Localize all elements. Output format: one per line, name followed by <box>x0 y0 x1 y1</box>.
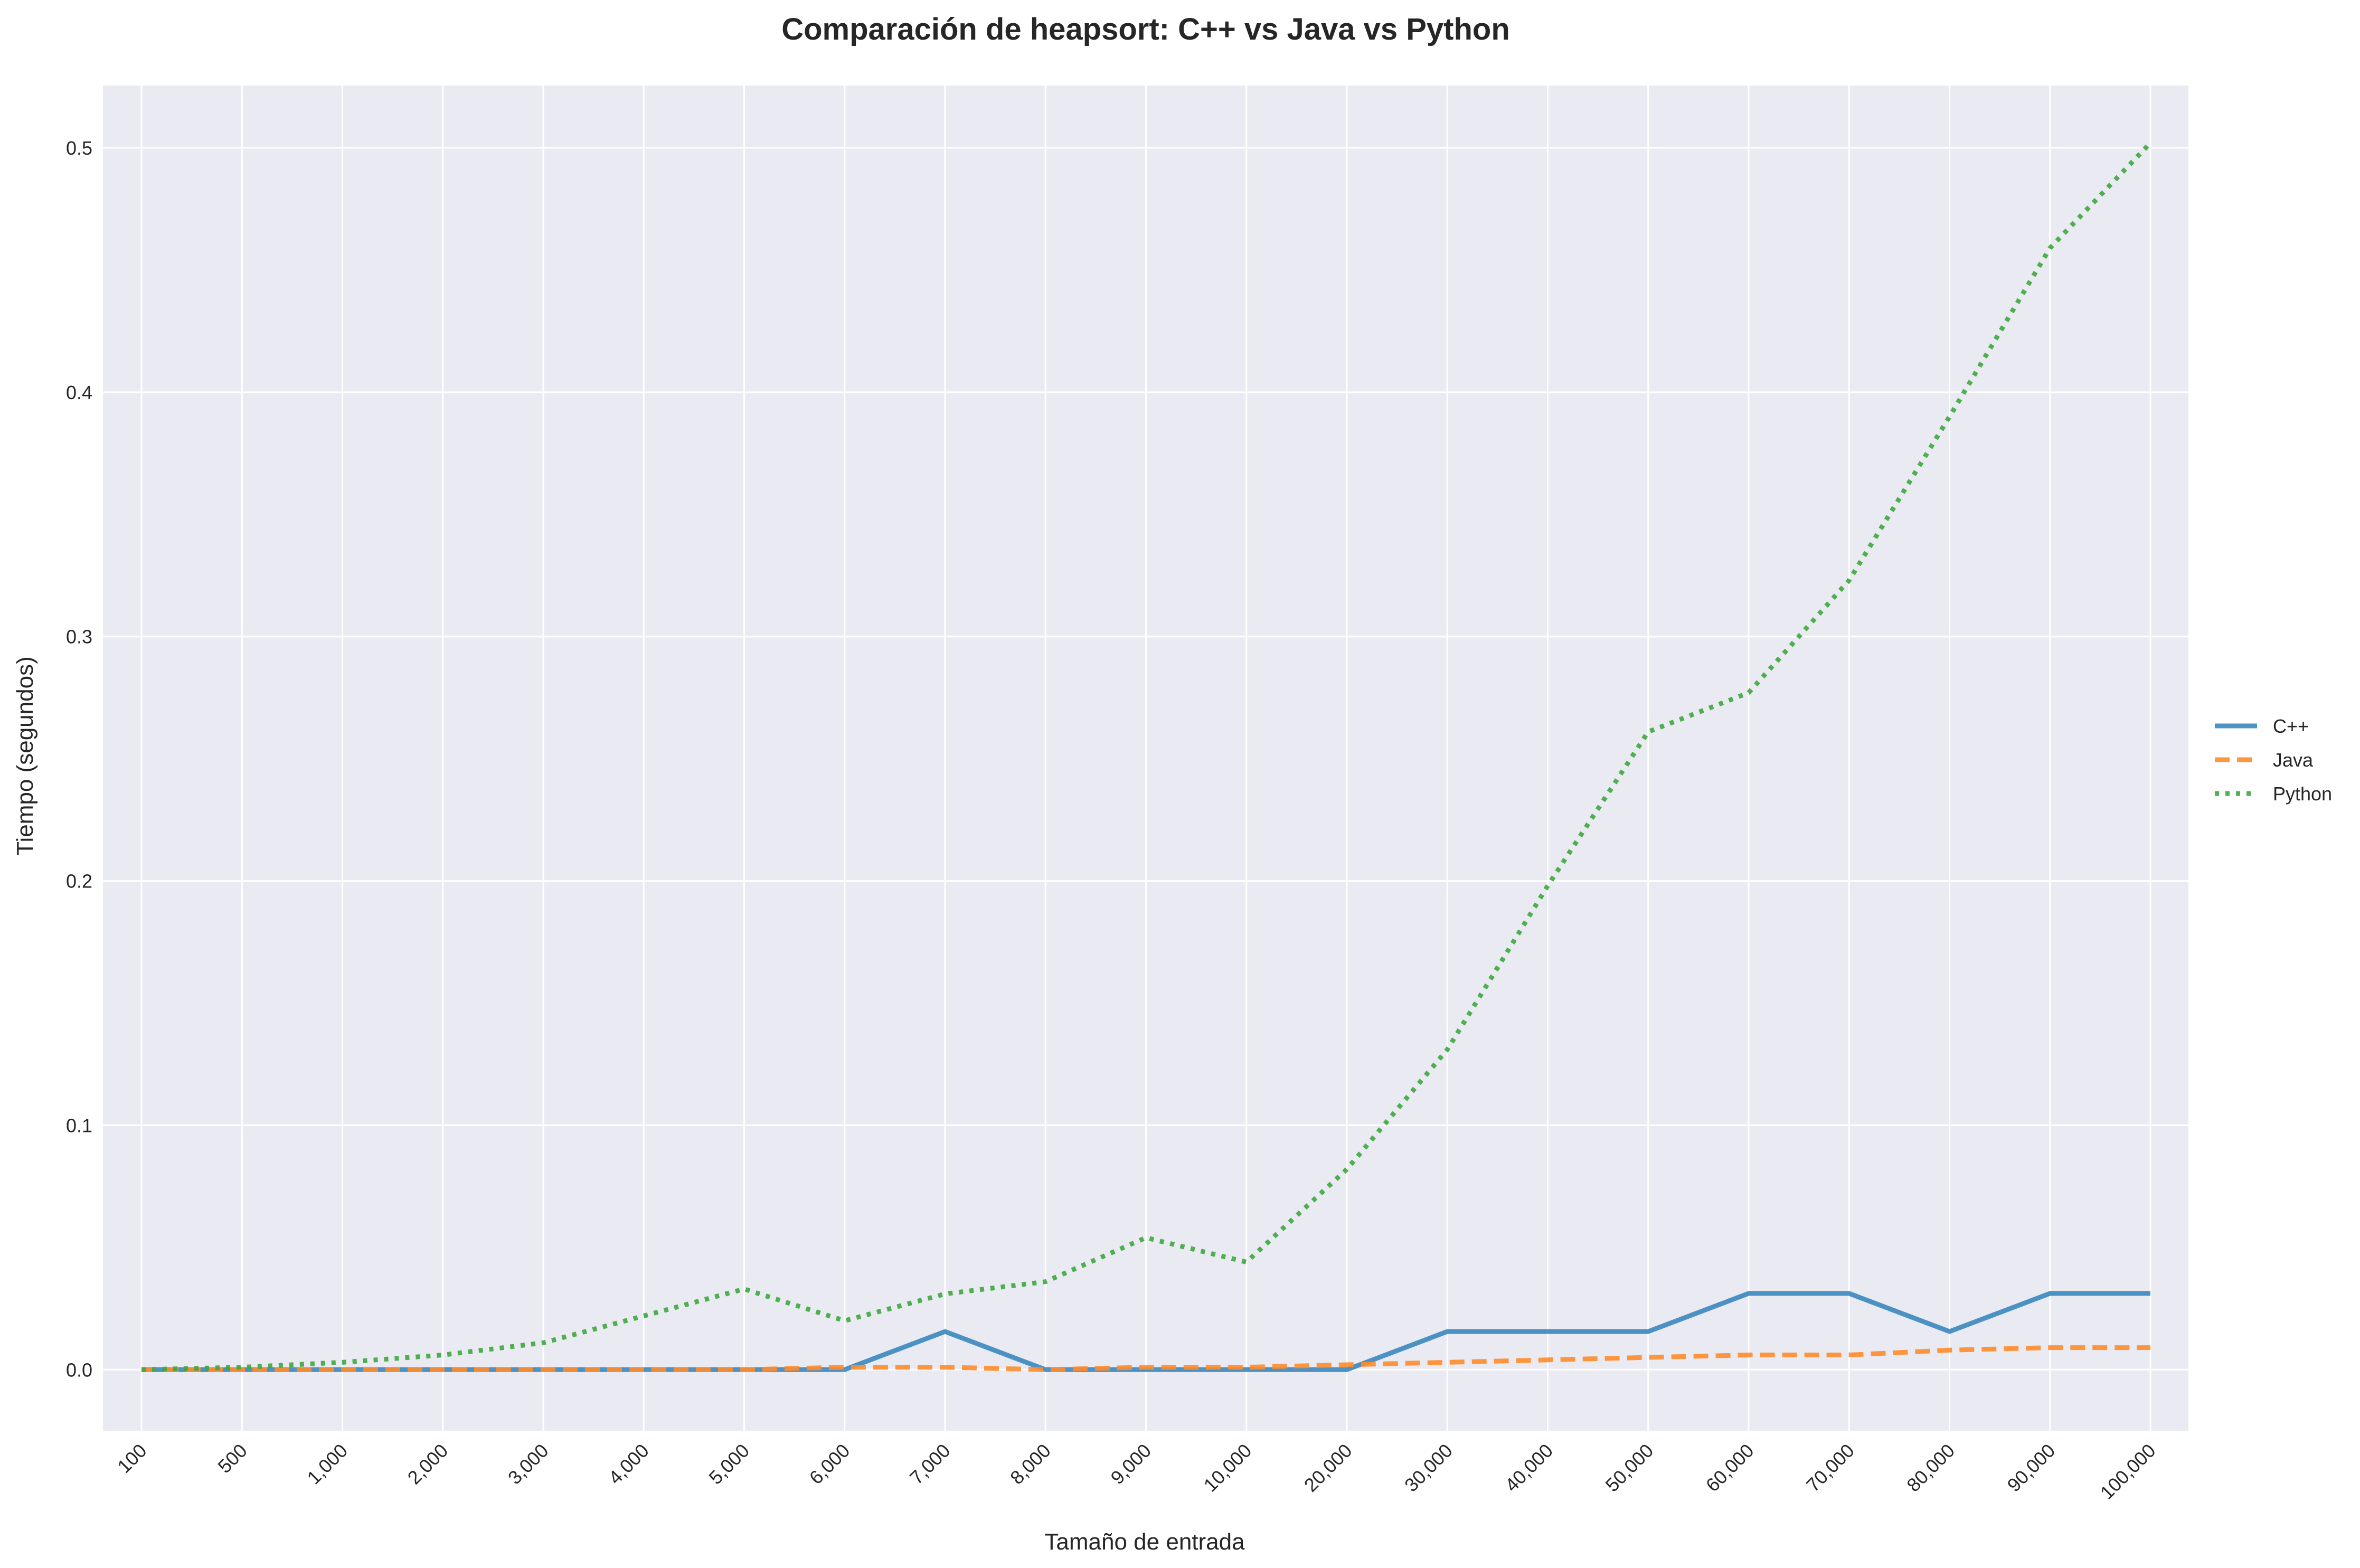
grid <box>103 86 2188 1431</box>
series-line-java <box>141 1345 2150 1372</box>
y-tick-label: 0.2 <box>66 871 92 892</box>
series-lines <box>141 141 2153 1372</box>
y-axis-ticks: 0.0 0.1 0.2 0.3 0.4 0.5 <box>66 137 92 1381</box>
y-axis-label: Tiempo (segundos) <box>12 656 38 855</box>
y-tick-label: 0.0 <box>66 1359 92 1381</box>
legend-label: Java <box>2273 749 2314 771</box>
chart-title: Comparación de heapsort: C++ vs Java vs … <box>781 12 1510 46</box>
y-tick-label: 0.1 <box>66 1114 92 1136</box>
legend-label: C++ <box>2273 715 2309 737</box>
legend: C++ Java Python <box>2215 715 2332 805</box>
legend-label: Python <box>2273 783 2332 805</box>
y-tick-label: 0.5 <box>66 137 92 159</box>
x-axis-label: Tamaño de entrada <box>1044 1529 1245 1555</box>
y-tick-label: 0.3 <box>66 626 92 648</box>
y-tick-label: 0.4 <box>66 382 92 403</box>
